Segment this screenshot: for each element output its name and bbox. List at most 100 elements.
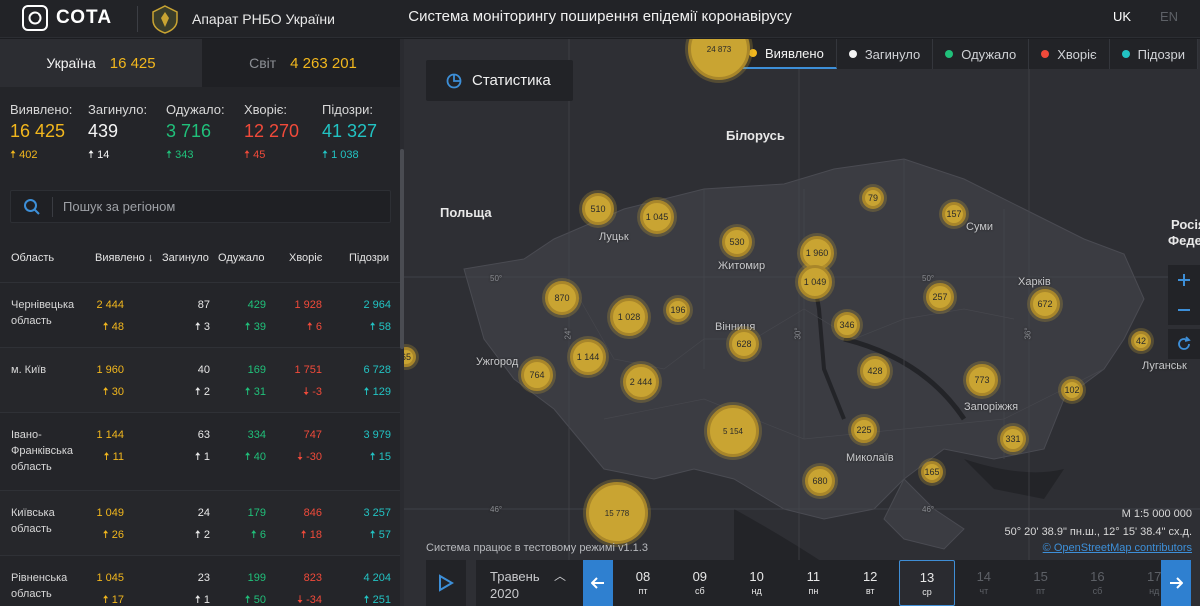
case-bubble[interactable]: 764: [521, 359, 553, 391]
case-bubble[interactable]: 65: [404, 347, 416, 367]
cell-delta-value: 251: [372, 594, 391, 606]
case-bubble[interactable]: 42: [1131, 331, 1151, 351]
arrow-up-icon: 🠅: [244, 149, 251, 161]
app-logo[interactable]: СОТА: [22, 5, 112, 31]
search-divider: [52, 197, 53, 217]
table-row[interactable]: Рівненська область 1 045 🠅 17 23 🠅 1 199 🠅 50 8…: [0, 555, 400, 606]
cell-delta-value: 17: [111, 594, 124, 606]
cell-detected: 1 144 🠅 11: [96, 429, 124, 467]
statistics-button[interactable]: Статистика: [426, 60, 573, 101]
case-bubble[interactable]: 773: [966, 364, 998, 396]
case-bubble[interactable]: 346: [834, 312, 860, 338]
arrow-down-icon: 🠇: [297, 451, 304, 463]
legend-item[interactable]: Загинуло: [837, 39, 934, 69]
search-input[interactable]: Пошук за регіоном: [63, 199, 176, 214]
prev-days-button[interactable]: [583, 560, 613, 606]
legend-item[interactable]: Одужало: [933, 39, 1030, 69]
table-row[interactable]: м. Київ 1 960 🠅 30 40 🠅 2 169 🠅 31 1 751 🠇 -3 6 7…: [0, 347, 400, 412]
col-detected[interactable]: Виявлено ↓: [95, 252, 153, 264]
country-belarus: Білорусь: [726, 128, 785, 143]
tab-ukraine[interactable]: Україна 16 425: [0, 39, 202, 87]
case-bubble[interactable]: 102: [1061, 379, 1083, 401]
cell-value: 747: [303, 429, 322, 441]
month-selector[interactable]: Травень ︿ 2020: [476, 560, 601, 606]
case-bubble[interactable]: 1 028: [610, 298, 648, 336]
osm-attribution-link[interactable]: © OpenStreetMap contributors: [1042, 542, 1192, 554]
case-bubble[interactable]: 428: [860, 356, 890, 386]
zoom-out-button[interactable]: [1168, 295, 1200, 325]
cell-value: 63: [197, 429, 210, 441]
cell-delta: 🠇 -3: [294, 383, 322, 402]
case-bubble[interactable]: 225: [851, 417, 877, 443]
legend-label: Підозри: [1137, 46, 1185, 62]
case-bubble[interactable]: 1 049: [798, 265, 832, 299]
day-weekday: нд: [751, 586, 762, 596]
day-weekday: пт: [638, 586, 648, 596]
day-16[interactable]: 16 сб: [1069, 560, 1125, 606]
day-number: 13: [919, 570, 935, 585]
case-bubble[interactable]: 2 444: [623, 364, 659, 400]
case-bubble[interactable]: 510: [582, 193, 614, 225]
table-row[interactable]: Івано-Франківська область 1 144 🠅 11 63 🠅 1 3…: [0, 412, 400, 490]
lang-en-button[interactable]: EN: [1160, 9, 1179, 24]
zoom-in-button[interactable]: [1168, 265, 1200, 295]
map-coordinates: 50° 20' 38.9" пн.ш., 12° 15' 38.4" сх.д.: [1004, 526, 1192, 538]
day-17[interactable]: 17 нд: [1126, 560, 1182, 606]
day-09[interactable]: 09 сб: [672, 560, 728, 606]
col-suspect[interactable]: Підозри: [349, 252, 390, 264]
arrow-up-icon: 🠅: [10, 149, 17, 161]
day-12[interactable]: 12 вт: [842, 560, 898, 606]
case-bubble[interactable]: 157: [942, 202, 966, 226]
logo-text: СОТА: [56, 7, 113, 28]
day-15[interactable]: 15 пт: [1013, 560, 1069, 606]
day-14[interactable]: 14 чт: [956, 560, 1012, 606]
case-bubble[interactable]: 257: [926, 283, 954, 311]
region-search[interactable]: Пошук за регіоном: [10, 190, 391, 223]
tab-world[interactable]: Світ 4 263 201: [202, 39, 404, 87]
case-bubble[interactable]: 1 144: [570, 339, 606, 375]
case-bubble[interactable]: 79: [862, 187, 884, 209]
case-bubble[interactable]: 628: [729, 329, 759, 359]
col-died[interactable]: Загинуло: [162, 252, 209, 264]
day-11[interactable]: 11 пн: [785, 560, 841, 606]
legend-item[interactable]: Хворіє: [1029, 39, 1110, 69]
case-bubble[interactable]: 165: [921, 461, 943, 483]
next-days-button[interactable]: [1161, 560, 1191, 606]
day-08[interactable]: 08 пт: [615, 560, 671, 606]
org-link[interactable]: Апарат РНБО України: [150, 4, 335, 34]
lon-36-label: 36°: [1023, 327, 1033, 340]
scrollbar-thumb[interactable]: [400, 149, 404, 349]
cell-delta-value: 1: [203, 594, 210, 606]
arrow-up-icon: 🠅: [194, 594, 201, 606]
cell-value: 2 964: [363, 299, 391, 311]
case-bubble[interactable]: 870: [545, 281, 579, 315]
case-bubble[interactable]: 1 045: [640, 200, 674, 234]
sota-logo-icon: [22, 5, 48, 31]
legend-item[interactable]: Підозри: [1110, 39, 1198, 69]
sidebar-scrollbar[interactable]: [400, 39, 404, 606]
col-recovered[interactable]: Одужало: [218, 252, 265, 264]
play-button[interactable]: [426, 560, 466, 606]
legend-label: Хворіє: [1057, 46, 1097, 62]
cell-delta-value: 6: [259, 529, 266, 541]
lang-uk-button[interactable]: UK: [1113, 9, 1132, 24]
cell-value: 823: [303, 572, 322, 584]
day-10[interactable]: 10 нд: [729, 560, 785, 606]
day-13[interactable]: 13 ср: [899, 560, 955, 606]
legend-item[interactable]: Виявлено: [737, 39, 837, 69]
table-row[interactable]: Київська область 1 049 🠅 26 24 🠅 2 179 🠅 6 846 🠅…: [0, 490, 400, 555]
case-bubble[interactable]: 15 778: [586, 482, 648, 544]
case-bubble[interactable]: 196: [666, 298, 690, 322]
map-area[interactable]: Статистика Виявлено Загинуло Одужало Хворіє…: [404, 39, 1200, 606]
case-bubble[interactable]: 5 154: [707, 405, 759, 457]
arrow-up-icon: 🠅: [369, 451, 376, 463]
case-bubble[interactable]: 331: [1000, 426, 1026, 452]
col-sick[interactable]: Хворіє: [289, 252, 323, 264]
col-region[interactable]: Область: [11, 252, 55, 264]
case-bubble[interactable]: 680: [805, 466, 835, 496]
table-row[interactable]: Чернівецька область 2 444 🠅 48 87 🠅 3 429 🠅 39…: [0, 282, 400, 347]
cell-sick: 823 🠇 -34: [297, 572, 322, 606]
case-bubble[interactable]: 672: [1030, 289, 1060, 319]
reset-view-button[interactable]: [1168, 329, 1200, 359]
case-bubble[interactable]: 530: [722, 227, 752, 257]
